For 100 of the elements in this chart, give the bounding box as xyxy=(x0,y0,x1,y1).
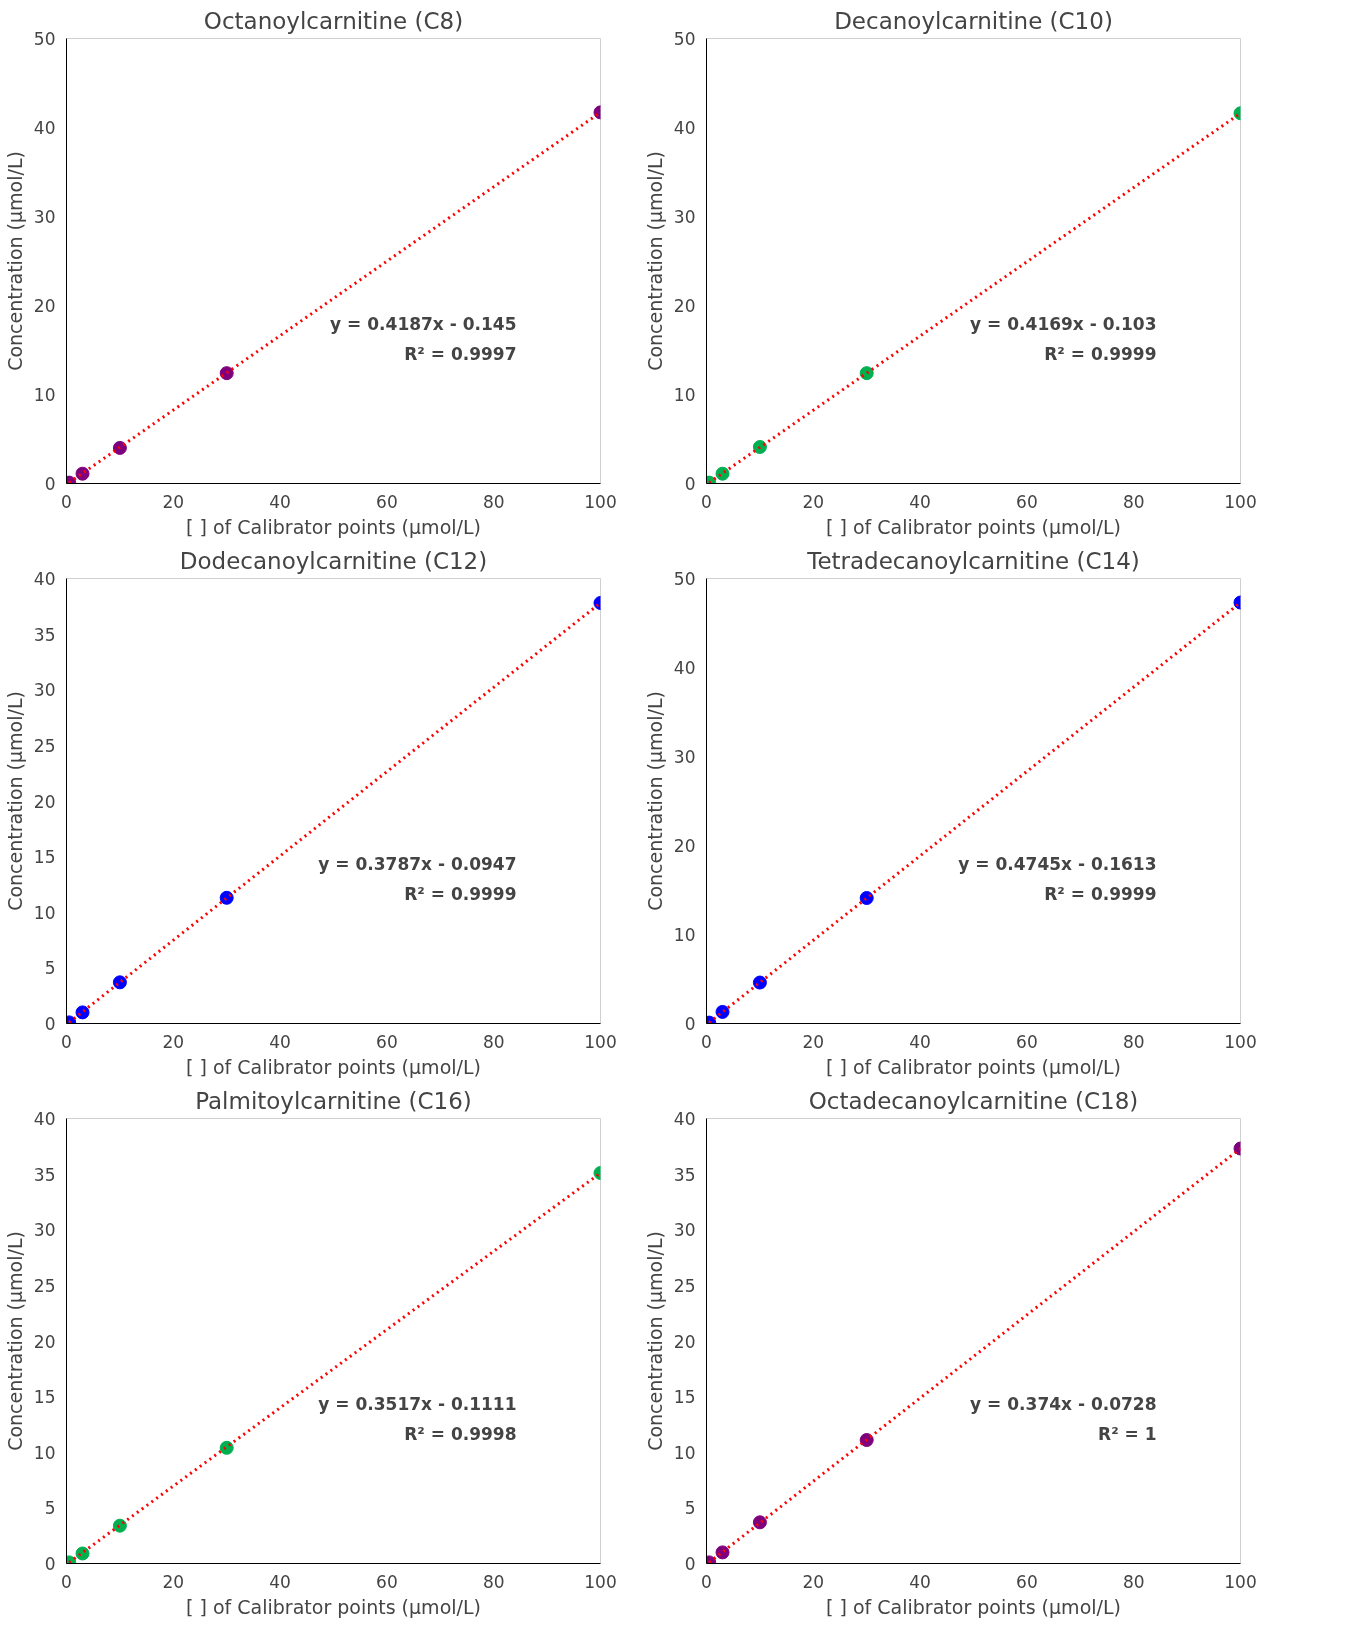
y-tick-label: 35 xyxy=(33,624,56,645)
y-tick-label: 30 xyxy=(673,1220,696,1241)
y-tick-label: 5 xyxy=(684,1498,696,1519)
y-tick-label: 20 xyxy=(33,1331,56,1352)
x-tick-label: 80 xyxy=(482,491,505,512)
y-tick-label: 0 xyxy=(684,1554,696,1574)
annotation: R² = 0.9998 xyxy=(404,1423,517,1444)
y-tick-label: 25 xyxy=(33,735,56,756)
x-tick-label: 60 xyxy=(376,1031,398,1052)
y-tick-label: 20 xyxy=(33,791,56,812)
x-tick-label: 0 xyxy=(701,1031,712,1052)
y-tick-label: 35 xyxy=(673,1164,696,1185)
y-tick-label: 40 xyxy=(673,118,696,138)
y-tick-label: 40 xyxy=(33,569,56,589)
x-axis-title: [ ] of Calibrator points (µmol/L) xyxy=(186,515,481,538)
x-axis-title: [ ] of Calibrator points (µmol/L) xyxy=(826,515,1121,538)
y-tick-label: 20 xyxy=(673,836,696,856)
y-tick-label: 10 xyxy=(33,902,56,923)
annotation: R² = 0.9999 xyxy=(404,883,517,904)
x-tick-label: 0 xyxy=(61,1031,72,1052)
y-tick-label: 30 xyxy=(33,680,56,701)
y-tick-label: 5 xyxy=(44,958,56,979)
x-tick-label: 20 xyxy=(802,1031,825,1052)
y-tick-label: 40 xyxy=(673,658,696,678)
y-tick-label: 30 xyxy=(673,747,696,767)
x-tick-label: 20 xyxy=(802,491,825,512)
y-axis-title: Concentration (µmol/L) xyxy=(643,1231,666,1451)
annotation: y = 0.4745x - 0.1613 xyxy=(958,853,1157,874)
y-tick-label: 10 xyxy=(33,1442,56,1463)
x-axis-title: [ ] of Calibrator points (µmol/L) xyxy=(826,1595,1121,1618)
y-tick-label: 40 xyxy=(673,1109,696,1129)
x-tick-label: 80 xyxy=(482,1571,505,1592)
y-tick-label: 15 xyxy=(33,847,56,868)
x-tick-label: 20 xyxy=(162,1571,185,1592)
chart-title: Octadecanoylcarnitine (C18) xyxy=(808,1087,1139,1114)
x-tick-label: 60 xyxy=(376,1571,398,1592)
y-tick-label: 30 xyxy=(33,1220,56,1241)
annotation: R² = 0.9999 xyxy=(1044,883,1157,904)
annotation: R² = 1 xyxy=(1098,1423,1157,1444)
y-axis-title: Concentration (µmol/L) xyxy=(3,1231,26,1451)
y-tick-label: 20 xyxy=(33,296,56,316)
y-tick-label: 15 xyxy=(33,1387,56,1408)
x-tick-label: 0 xyxy=(701,491,712,512)
x-tick-label: 0 xyxy=(61,1571,72,1592)
annotation: R² = 0.9999 xyxy=(1044,343,1157,364)
x-tick-label: 100 xyxy=(1224,491,1257,512)
x-tick-label: 40 xyxy=(269,491,291,512)
x-tick-label: 40 xyxy=(909,1571,931,1592)
x-tick-label: 40 xyxy=(269,1031,291,1052)
y-axis-title: Concentration (µmol/L) xyxy=(643,691,666,911)
x-tick-label: 60 xyxy=(1016,491,1038,512)
y-tick-label: 10 xyxy=(673,385,696,405)
x-tick-label: 20 xyxy=(162,491,185,512)
y-tick-label: 40 xyxy=(33,118,56,138)
x-tick-label: 100 xyxy=(1224,1571,1257,1592)
y-tick-label: 20 xyxy=(673,1331,696,1352)
chart-title: Dodecanoylcarnitine (C12) xyxy=(179,547,488,574)
y-tick-label: 0 xyxy=(44,1554,56,1574)
x-axis-title: [ ] of Calibrator points (µmol/L) xyxy=(186,1055,481,1078)
x-tick-label: 80 xyxy=(1122,1031,1145,1052)
y-tick-label: 50 xyxy=(673,29,696,49)
x-tick-label: 100 xyxy=(584,491,617,512)
y-tick-label: 50 xyxy=(33,29,56,49)
y-tick-label: 10 xyxy=(673,925,696,945)
y-tick-label: 0 xyxy=(44,474,56,494)
annotation: y = 0.3787x - 0.0947 xyxy=(318,853,517,874)
y-tick-label: 25 xyxy=(33,1275,56,1296)
y-tick-label: 35 xyxy=(33,1164,56,1185)
y-tick-label: 25 xyxy=(673,1275,696,1296)
y-axis-title: Concentration (µmol/L) xyxy=(3,151,26,371)
x-tick-label: 100 xyxy=(584,1031,617,1052)
annotation: y = 0.4187x - 0.145 xyxy=(330,313,517,334)
y-tick-label: 40 xyxy=(33,1109,56,1129)
y-tick-label: 20 xyxy=(673,296,696,316)
x-tick-label: 60 xyxy=(1016,1571,1038,1592)
chart-title: Octanoylcarnitine (C8) xyxy=(203,7,464,34)
x-axis-title: [ ] of Calibrator points (µmol/L) xyxy=(186,1595,481,1618)
x-tick-label: 60 xyxy=(1016,1031,1038,1052)
x-tick-label: 80 xyxy=(482,1031,505,1052)
y-axis-title: Concentration (µmol/L) xyxy=(643,151,666,371)
annotation: y = 0.4169x - 0.103 xyxy=(970,313,1157,334)
annotation: y = 0.374x - 0.0728 xyxy=(970,1393,1157,1414)
y-tick-label: 0 xyxy=(684,1014,696,1034)
x-tick-label: 0 xyxy=(61,491,72,512)
x-tick-label: 40 xyxy=(909,1031,931,1052)
x-tick-label: 100 xyxy=(584,1571,617,1592)
y-tick-label: 0 xyxy=(684,474,696,494)
annotation: y = 0.3517x - 0.1111 xyxy=(318,1393,517,1414)
chart-title: Palmitoylcarnitine (C16) xyxy=(195,1087,472,1114)
x-tick-label: 80 xyxy=(1122,1571,1145,1592)
x-tick-label: 60 xyxy=(376,491,398,512)
annotation: R² = 0.9997 xyxy=(404,343,517,364)
y-tick-label: 50 xyxy=(673,569,696,589)
x-tick-label: 20 xyxy=(162,1031,185,1052)
x-tick-label: 100 xyxy=(1224,1031,1257,1052)
x-tick-label: 80 xyxy=(1122,491,1145,512)
chart-title: Tetradecanoylcarnitine (C14) xyxy=(806,547,1140,574)
y-tick-label: 10 xyxy=(673,1442,696,1463)
x-tick-label: 20 xyxy=(802,1571,825,1592)
y-tick-label: 15 xyxy=(673,1387,696,1408)
